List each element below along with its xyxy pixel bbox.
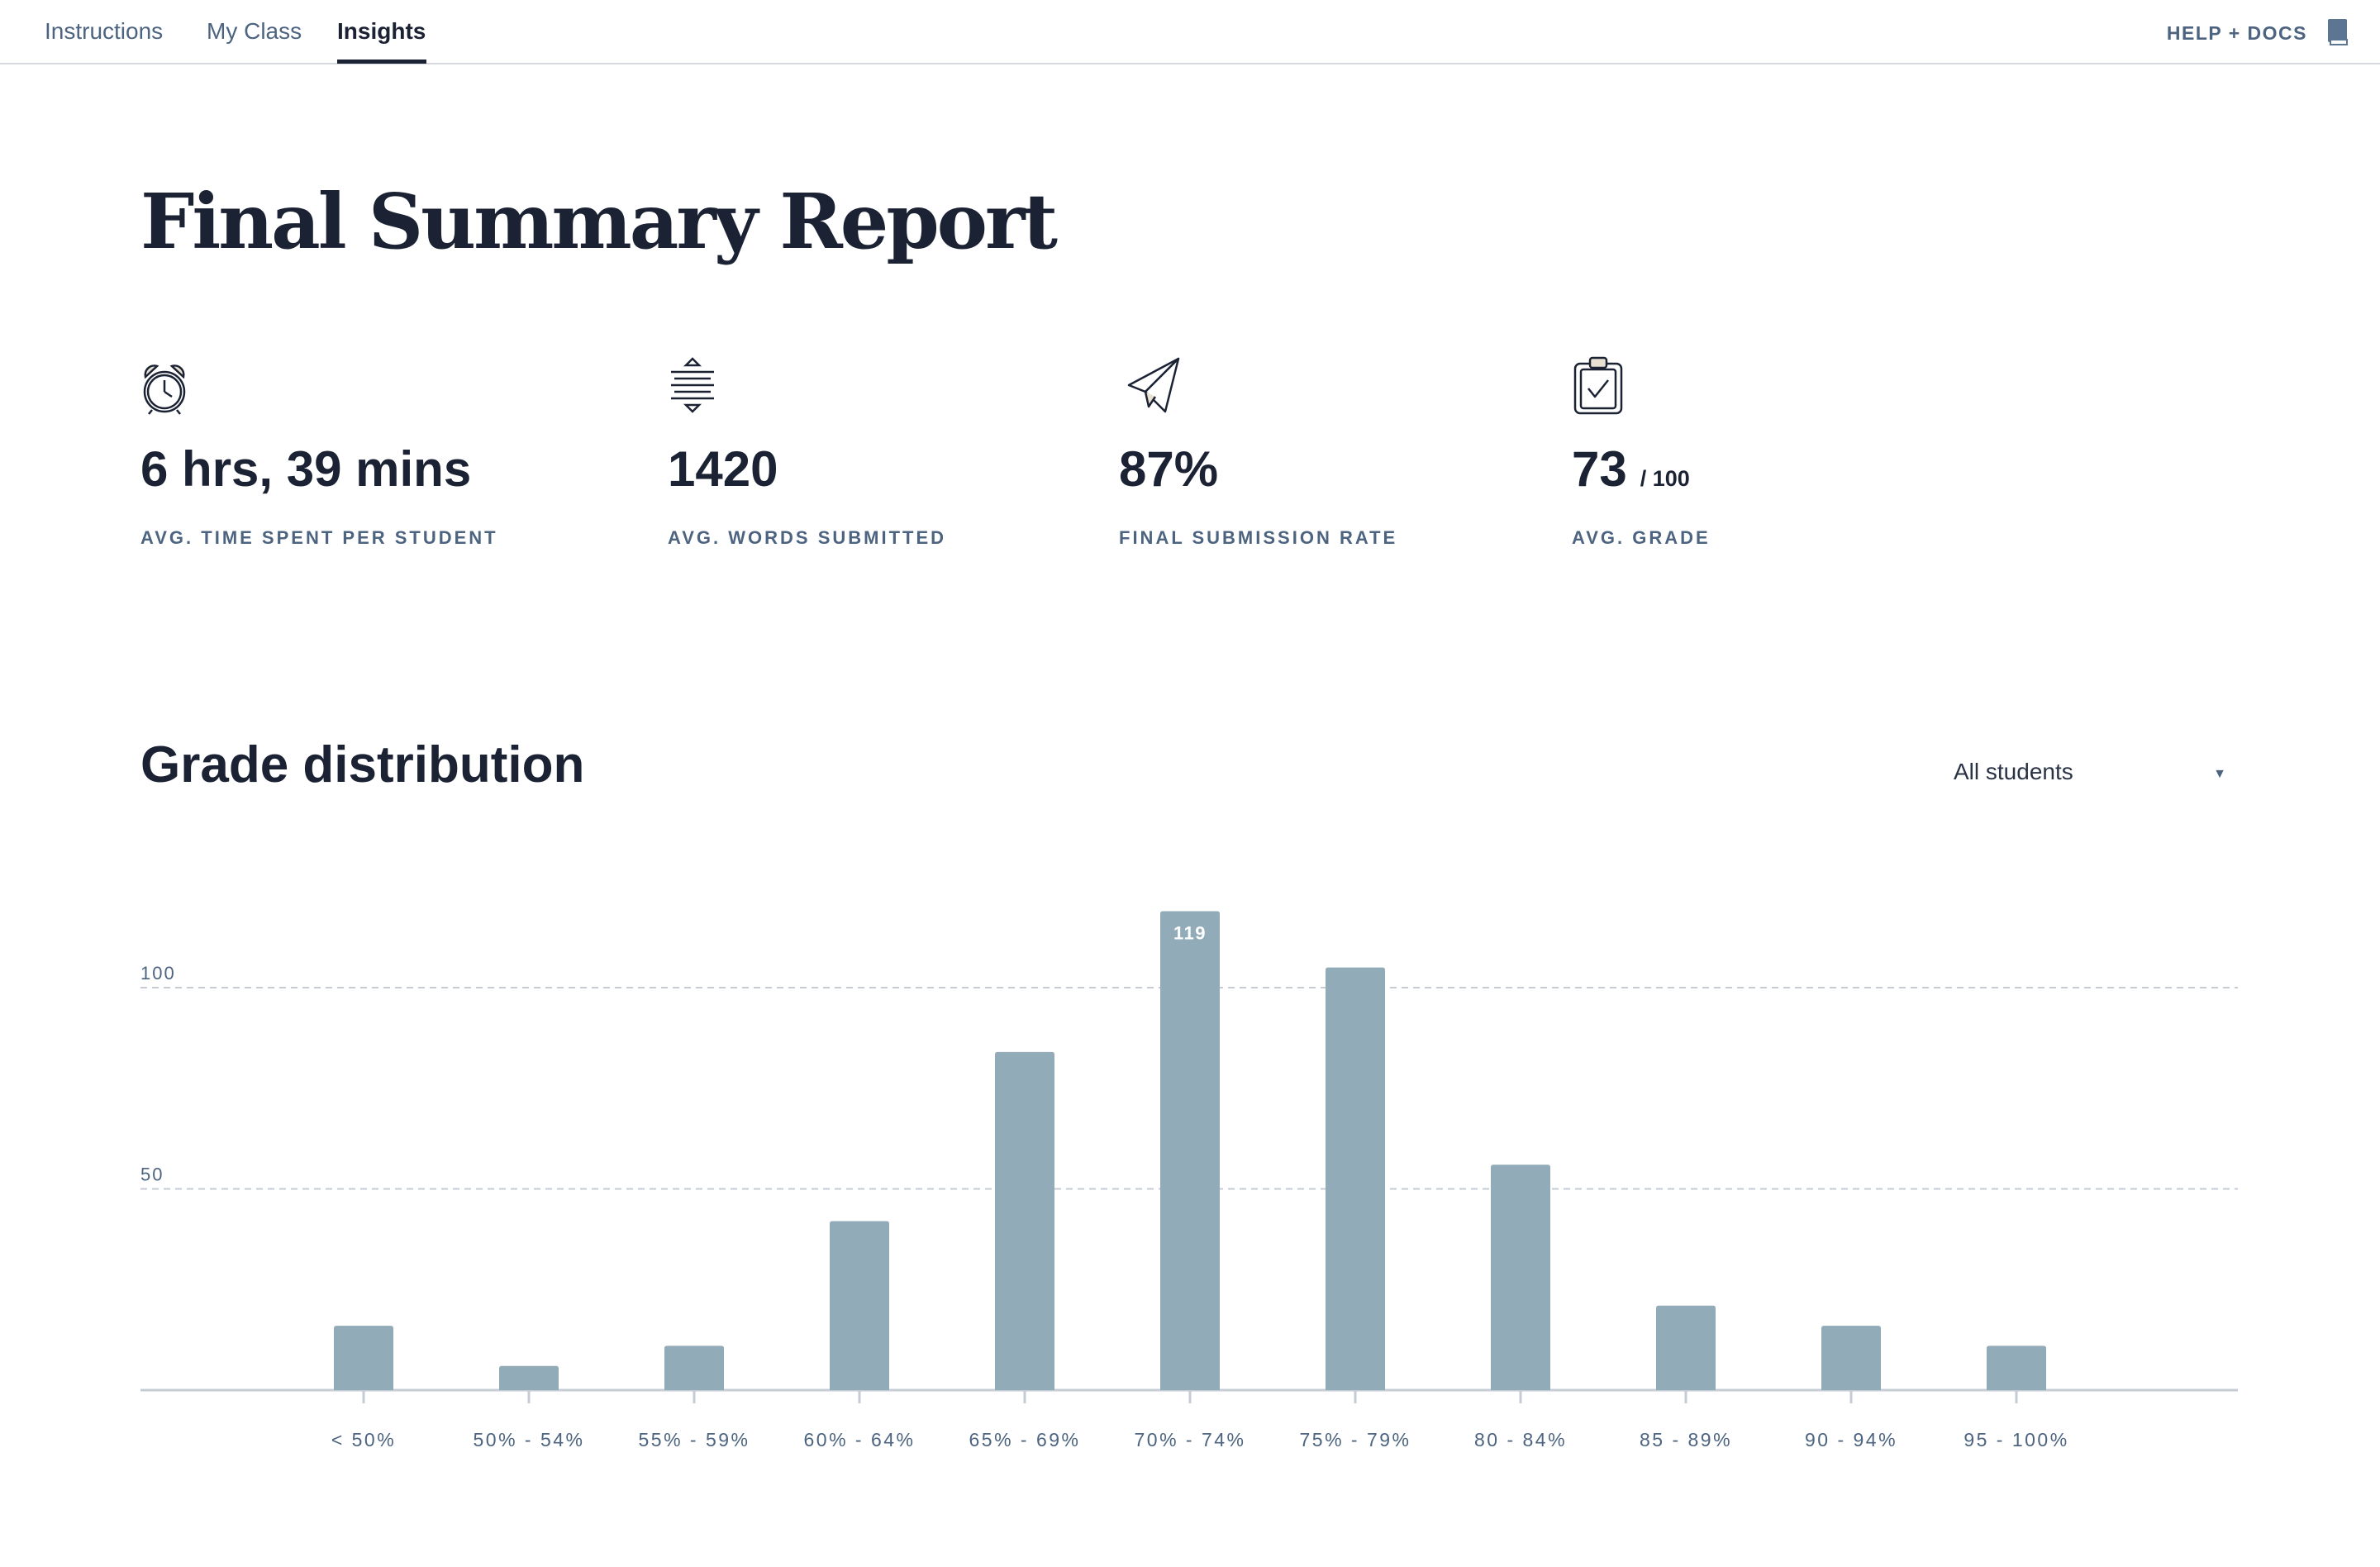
stat-value: 73/ 100 [1572,445,1690,494]
x-tick-label: 65% - 69% [969,1429,1080,1450]
grade-distribution-chart: 50 100 < 50% 50% - 54% 55% - 59% 60% - 64% 65%… [140,911,2238,1450]
stat-number: 73 [1572,441,1627,497]
bar [1821,1326,1881,1390]
bar [664,1346,724,1390]
y-tick-label: 50 [140,1165,164,1185]
stat-value: 6 hrs, 39 mins [140,441,472,497]
tab-my-class[interactable]: My Class [207,18,302,44]
x-tick-label: 90 - 94% [1805,1429,1897,1450]
x-tick-label: 75% - 79% [1299,1429,1411,1450]
stat-avg-time: 6 hrs, 39 mins AVG. TIME SPENT PER STUDE… [140,355,496,548]
stat-suffix: / 100 [1640,466,1690,491]
stat-value: 87% [1119,441,1219,497]
data-label: 119 [1173,922,1207,943]
y-tick-label: 100 [140,963,176,984]
chevron-down-icon: ▼ [2213,767,2226,781]
bar [830,1221,889,1390]
bar [1326,967,1385,1390]
x-tick-label: 60% - 64% [803,1429,915,1450]
bar [1987,1346,2046,1390]
dropdown-selected-value: All students [1954,759,2073,784]
page-title: Final Summary Report [140,177,1058,266]
alarm-clock-icon [143,364,186,415]
tab-instructions[interactable]: Instructions [45,18,164,44]
bar [1656,1305,1716,1390]
x-tick-label: 70% - 74% [1134,1429,1245,1450]
stat-avg-grade: 73/ 100 AVG. GRADE [1572,355,1708,548]
stat-value: 1420 [668,441,778,497]
x-tick-label: 85 - 89% [1640,1429,1732,1450]
bar [334,1326,393,1390]
section-title: Grade distribution [140,736,585,793]
active-tab-indicator [337,60,426,64]
tab-insights[interactable]: Insights [337,18,426,44]
paper-plane-icon [1127,357,1180,413]
clipboard-check-icon [1573,356,1623,415]
stat-label: AVG. GRADE [1572,527,1711,548]
x-tick-label: 55% - 59% [638,1429,750,1450]
stat-avg-words: 1420 AVG. WORDS SUBMITTED [668,355,944,548]
x-tick-label: 80 - 84% [1474,1429,1567,1450]
stat-label: AVG. TIME SPENT PER STUDENT [140,527,498,548]
stat-label: FINAL SUBMISSION RATE [1119,527,1398,548]
student-filter-dropdown[interactable]: All students ▼ [1954,759,2226,795]
x-tick-label: < 50% [331,1429,396,1450]
bar [499,1365,559,1390]
bar [1491,1165,1550,1390]
top-navigation: Instructions My Class Insights HELP + DO… [0,0,2380,64]
x-tick-label: 50% - 54% [473,1429,584,1450]
stat-submission-rate: 87% FINAL SUBMISSION RATE [1119,355,1395,548]
text-lines-icon [671,357,714,413]
help-docs-link[interactable]: HELP + DOCS [2166,22,2307,44]
bar [995,1051,1054,1390]
bar [1160,911,1220,1390]
x-tick-label: 95 - 100% [1963,1429,2068,1450]
book-icon[interactable] [2325,18,2349,46]
stat-label: AVG. WORDS SUBMITTED [668,527,947,548]
